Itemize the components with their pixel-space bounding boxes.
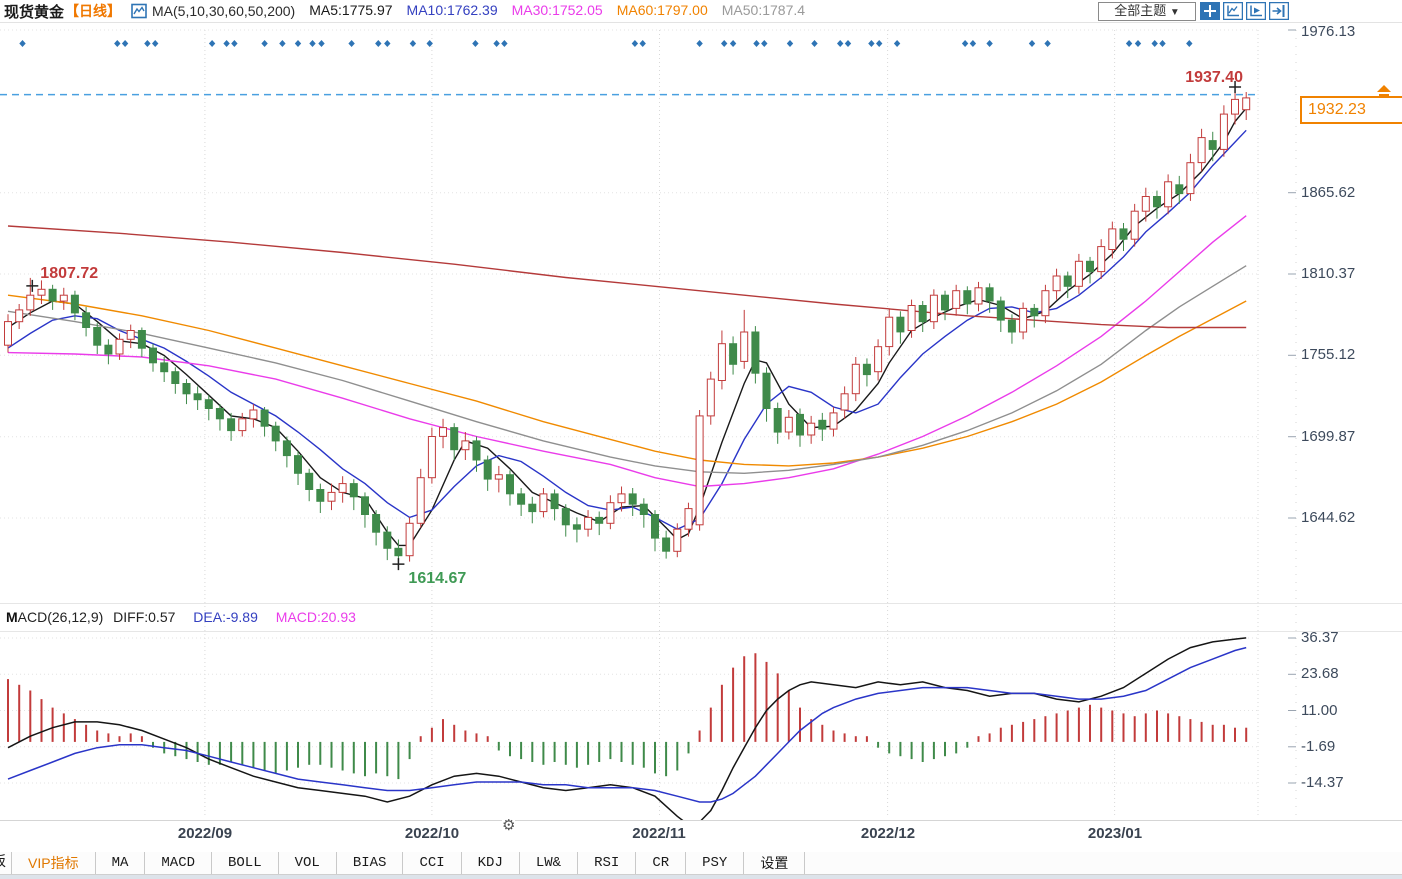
- price-axis-label: 1644.62: [1301, 509, 1356, 526]
- ma-value-3: MA60:1797.00: [616, 2, 708, 18]
- ma-values: MA5:1775.97 MA10:1762.39 MA30:1752.05 MA60:…: [295, 2, 805, 20]
- svg-text:1807.72: 1807.72: [40, 265, 98, 282]
- ma-value-1: MA10:1762.39: [406, 2, 498, 18]
- ma-line-MA30: [7, 215, 1247, 488]
- ma-value-4: MA50:1787.4: [721, 2, 806, 18]
- ma-line-MA200: [7, 225, 1247, 329]
- time-axis-label: 2022/12: [860, 825, 916, 842]
- macd-title-bold: M: [6, 609, 18, 625]
- chart-header: 现货黄金 【日线】 MA(5,10,30,60,50,200) MA5:1775.…: [0, 0, 1402, 23]
- pane-divider: [0, 603, 1402, 604]
- y-axis-zoom-icon[interactable]: [1222, 1, 1244, 21]
- macd-axis-label: 36.37: [1301, 629, 1339, 646]
- macd-dea_points-line: [7, 646, 1247, 803]
- macd-macd-value: MACD:20.93: [275, 609, 356, 625]
- macd-title: ACD(26,12,9): [17, 609, 104, 625]
- indicator-tab-CCI[interactable]: CCI: [403, 852, 462, 874]
- period-label: 【日线】: [65, 3, 122, 19]
- bottom-scrollbar[interactable]: [0, 875, 1402, 879]
- indicator-tab-CR[interactable]: CR: [636, 852, 687, 874]
- macd-diff_points-line: [7, 637, 1247, 826]
- price-up-arrow-icon: [1377, 85, 1391, 92]
- indicator-tab-VOL[interactable]: VOL: [279, 852, 337, 874]
- indicator-tab-KDJ[interactable]: KDJ: [462, 852, 520, 874]
- price-axis-label: 1976.13: [1301, 23, 1356, 40]
- symbol-name: 现货黄金: [4, 3, 65, 21]
- time-axis-label: 2022/11: [632, 825, 686, 842]
- indicator-tab-设置[interactable]: 设置: [744, 852, 806, 874]
- macd-dea-value: DEA:-9.89: [193, 609, 258, 625]
- macd-header: MACD(26,12,9) DIFF:0.57 DEA:-9.89 MACD:2…: [6, 604, 356, 630]
- time-axis-label: 2022/09: [177, 825, 233, 842]
- ma-value-0: MA5:1775.97: [309, 2, 393, 18]
- exit-pane-icon[interactable]: [1268, 1, 1290, 21]
- gear-icon[interactable]: ⚙: [502, 816, 516, 834]
- indicator-tabbar: 板VIP指标MAMACDBOLLVOLBIASCCIKDJLW&RSICRPSY…: [0, 852, 1402, 875]
- indicator-tab-MACD[interactable]: MACD: [145, 852, 212, 874]
- indicator-tab-板[interactable]: 板: [0, 852, 12, 874]
- macd-diff-value: DIFF:0.57: [113, 609, 176, 625]
- macd-axis-label: -14.37: [1301, 774, 1344, 791]
- x-axis-zoom-icon[interactable]: [1245, 1, 1267, 21]
- indicator-tab-PSY[interactable]: PSY: [686, 852, 745, 874]
- ma-line-MA60: [7, 294, 1247, 467]
- macd-axis-label: 11.00: [1301, 702, 1338, 719]
- time-axis-label: 2023/01: [1087, 825, 1143, 842]
- price-axis-label: 1699.87: [1301, 428, 1356, 445]
- price-axis-label: 1865.62: [1301, 184, 1356, 201]
- indicator-tab-BIAS[interactable]: BIAS: [337, 852, 404, 874]
- macd-pane-top-border: [0, 631, 1402, 632]
- svg-text:1937.40: 1937.40: [1185, 69, 1243, 86]
- ma-value-2: MA30:1752.05: [511, 2, 603, 18]
- last-price-box: 1932.23: [1300, 96, 1402, 124]
- price-axis-label: 1810.37: [1301, 265, 1356, 282]
- time-axis-label: 2022/10: [404, 825, 460, 842]
- ma-line-MA50: [7, 265, 1247, 475]
- chevron-down-icon: ▼: [1169, 7, 1180, 18]
- indicator-tab-BOLL[interactable]: BOLL: [212, 852, 279, 874]
- macd-axis-label: 23.68: [1301, 665, 1339, 682]
- indicator-tab-LW&[interactable]: LW&: [520, 852, 579, 874]
- ma-params-label: MA(5,10,30,60,50,200): [152, 3, 296, 19]
- line-chart-icon: [131, 3, 148, 19]
- macd-axis-label: -1.69: [1301, 738, 1336, 755]
- time-axis-row: [0, 820, 1402, 853]
- price-axis-label: 1755.12: [1301, 346, 1356, 363]
- svg-text:1614.67: 1614.67: [408, 570, 466, 587]
- indicator-tab-MA[interactable]: MA: [96, 852, 146, 874]
- crosshair-pan-icon[interactable]: [1200, 2, 1220, 20]
- indicator-tab-RSI[interactable]: RSI: [578, 852, 637, 874]
- all-themes-dropdown[interactable]: 全部主题 ▼: [1098, 2, 1196, 21]
- indicator-tab-VIP指标[interactable]: VIP指标: [12, 852, 96, 874]
